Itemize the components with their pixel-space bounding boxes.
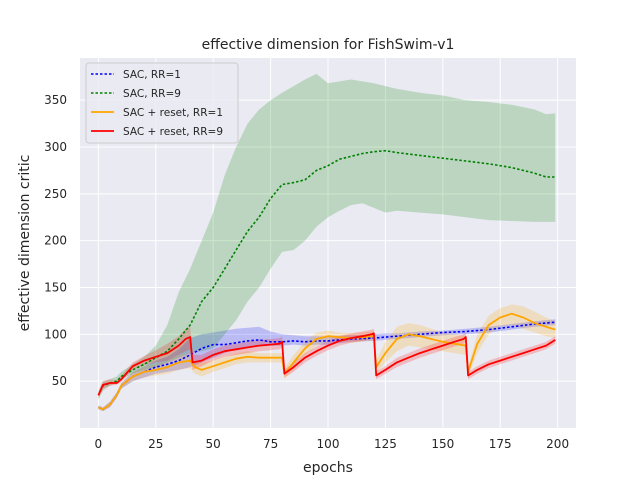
legend-label: SAC, RR=1: [123, 69, 181, 81]
y-axis-label: effective dimension critic: [17, 155, 33, 332]
line-sac-reset-rr-1: [98, 312, 556, 411]
y-tick-label: 300: [44, 140, 67, 154]
y-tick-label: 100: [44, 327, 67, 341]
legend-label: SAC + reset, RR=9: [123, 126, 223, 138]
y-tick-label: 200: [44, 234, 67, 248]
y-tick-label: 50: [52, 374, 67, 388]
x-tick-label: 0: [95, 437, 103, 451]
line-sac-reset-rr-9: [97, 332, 556, 396]
band-sac-rr-1: [98, 319, 556, 412]
x-tick-label: 75: [263, 437, 278, 451]
legend-label: SAC + reset, RR=1: [123, 107, 223, 119]
y-tick-label: 250: [44, 187, 67, 201]
x-tick-label: 200: [546, 437, 569, 451]
chart-title: effective dimension for FishSwim-v1: [202, 37, 455, 53]
x-tick-label: 150: [431, 437, 454, 451]
y-tick-label: 350: [44, 93, 67, 107]
x-tick-label: 100: [317, 437, 340, 451]
band-sac-rr-9: [98, 73, 556, 400]
x-axis: 0 25 50 75 100 125 150 175 200: [95, 437, 570, 451]
legend-label: SAC, RR=9: [123, 88, 181, 100]
y-tick-label: 150: [44, 280, 67, 294]
x-tick-label: 125: [374, 437, 397, 451]
series-lines: [97, 149, 556, 411]
x-axis-label: epochs: [303, 460, 353, 476]
x-tick-label: 50: [206, 437, 221, 451]
line-sac-rr-9: [97, 149, 556, 396]
x-tick-label: 25: [148, 437, 163, 451]
x-tick-label: 175: [489, 437, 512, 451]
grid: [80, 58, 576, 428]
y-axis: 50 100 150 200 250 300 350: [44, 93, 67, 388]
legend-box: [85, 62, 239, 144]
band-sac-reset-rr-9: [98, 326, 556, 398]
legend: SAC, RR=1 SAC, RR=9 SAC + reset, RR=1 SAC +…: [85, 62, 239, 144]
